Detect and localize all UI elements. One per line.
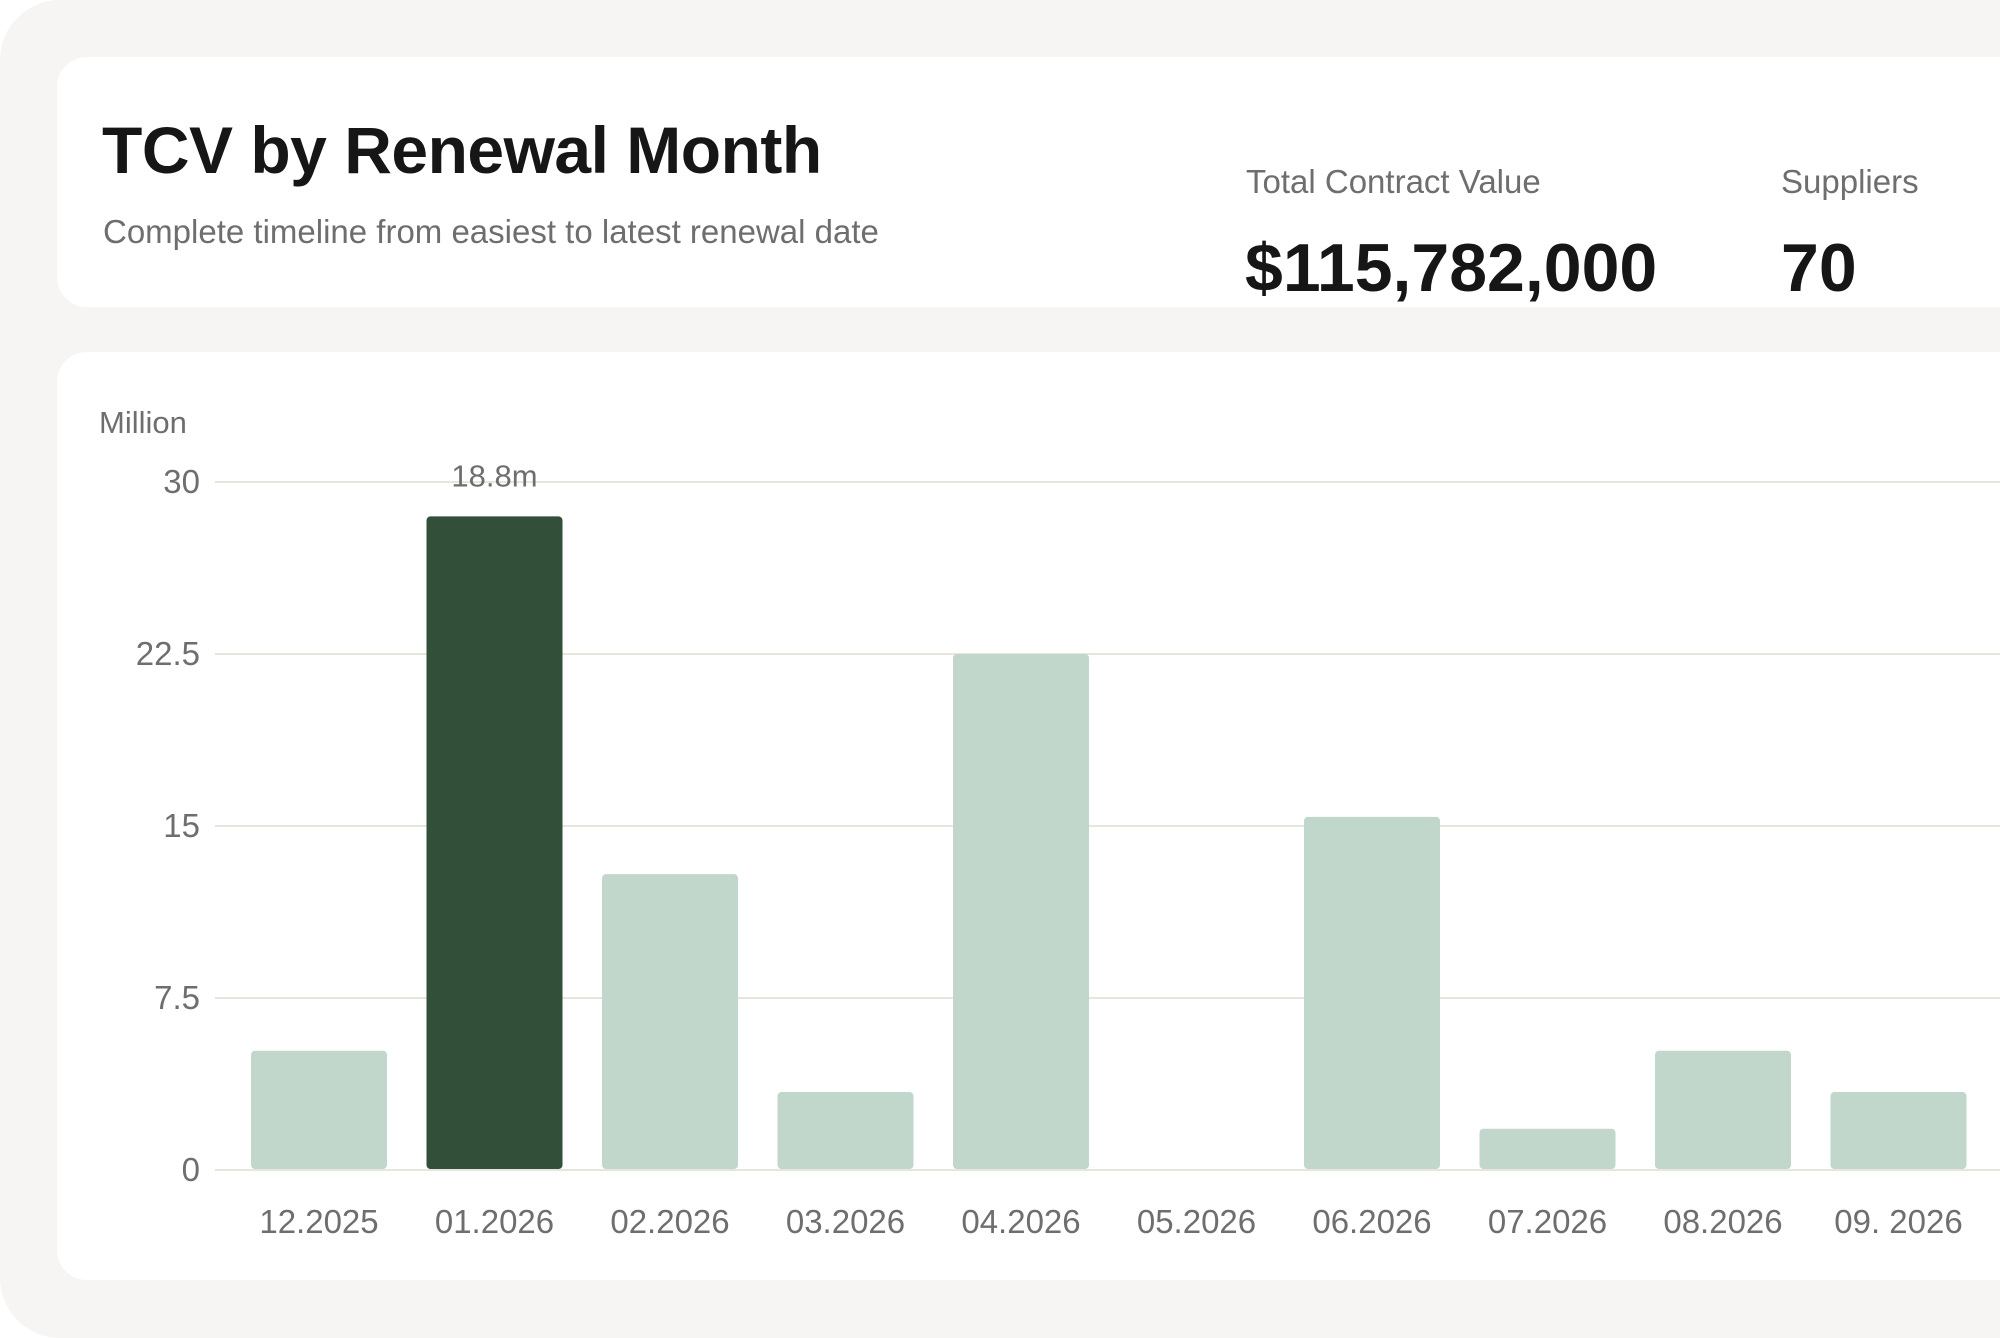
chart-subtitle: Complete timeline from easiest to latest… bbox=[103, 213, 879, 250]
x-tick-label: 07.2026 bbox=[1488, 1203, 1607, 1240]
bar bbox=[426, 516, 563, 1169]
y-tick-label: 15 bbox=[163, 807, 200, 844]
bar bbox=[777, 1092, 914, 1169]
bar-chart: Million 0 7.5 15 22.5 30 12.2025 01.2026 02.2026… bbox=[99, 405, 2000, 1240]
total-contract-value-label: Total Contract Value bbox=[1246, 163, 1541, 200]
bar bbox=[251, 1050, 387, 1169]
suppliers-label: Suppliers bbox=[1781, 163, 1919, 200]
chart-card: Million 0 7.5 15 22.5 30 12.2025 01.2026 02.2026… bbox=[57, 352, 2000, 1280]
x-tick-label: 05.2026 bbox=[1137, 1203, 1256, 1240]
bar bbox=[602, 874, 738, 1169]
bar bbox=[1830, 1092, 1967, 1169]
bar bbox=[953, 654, 1089, 1169]
bar bbox=[1304, 816, 1440, 1169]
x-tick-label: 04.2026 bbox=[961, 1203, 1080, 1240]
x-tick-label: 08.2026 bbox=[1663, 1203, 1782, 1240]
y-tick-label: 30 bbox=[163, 463, 200, 500]
x-tick-label: 12.2025 bbox=[259, 1203, 378, 1240]
data-label: 18.8m bbox=[451, 458, 537, 493]
bar bbox=[1655, 1050, 1791, 1169]
x-tick-label: 09. 2026 bbox=[1834, 1203, 1962, 1240]
x-tick-label: 02.2026 bbox=[610, 1203, 729, 1240]
y-tick-label: 22.5 bbox=[136, 635, 200, 672]
x-tick-label: 01.2026 bbox=[435, 1203, 554, 1240]
bar bbox=[1479, 1128, 1616, 1169]
total-contract-value: $115,782,000 bbox=[1245, 230, 1658, 306]
y-tick-label: 7.5 bbox=[154, 979, 200, 1016]
y-tick-label: 0 bbox=[182, 1151, 200, 1188]
header-card: TCV by Renewal Month Complete timeline f… bbox=[57, 57, 2000, 307]
suppliers-count: 70 bbox=[1781, 230, 1857, 306]
chart-title: TCV by Renewal Month bbox=[102, 113, 822, 187]
x-tick-label: 03.2026 bbox=[786, 1203, 905, 1240]
y-axis-title: Million bbox=[99, 405, 187, 440]
x-tick-label: 06.2026 bbox=[1312, 1203, 1431, 1240]
